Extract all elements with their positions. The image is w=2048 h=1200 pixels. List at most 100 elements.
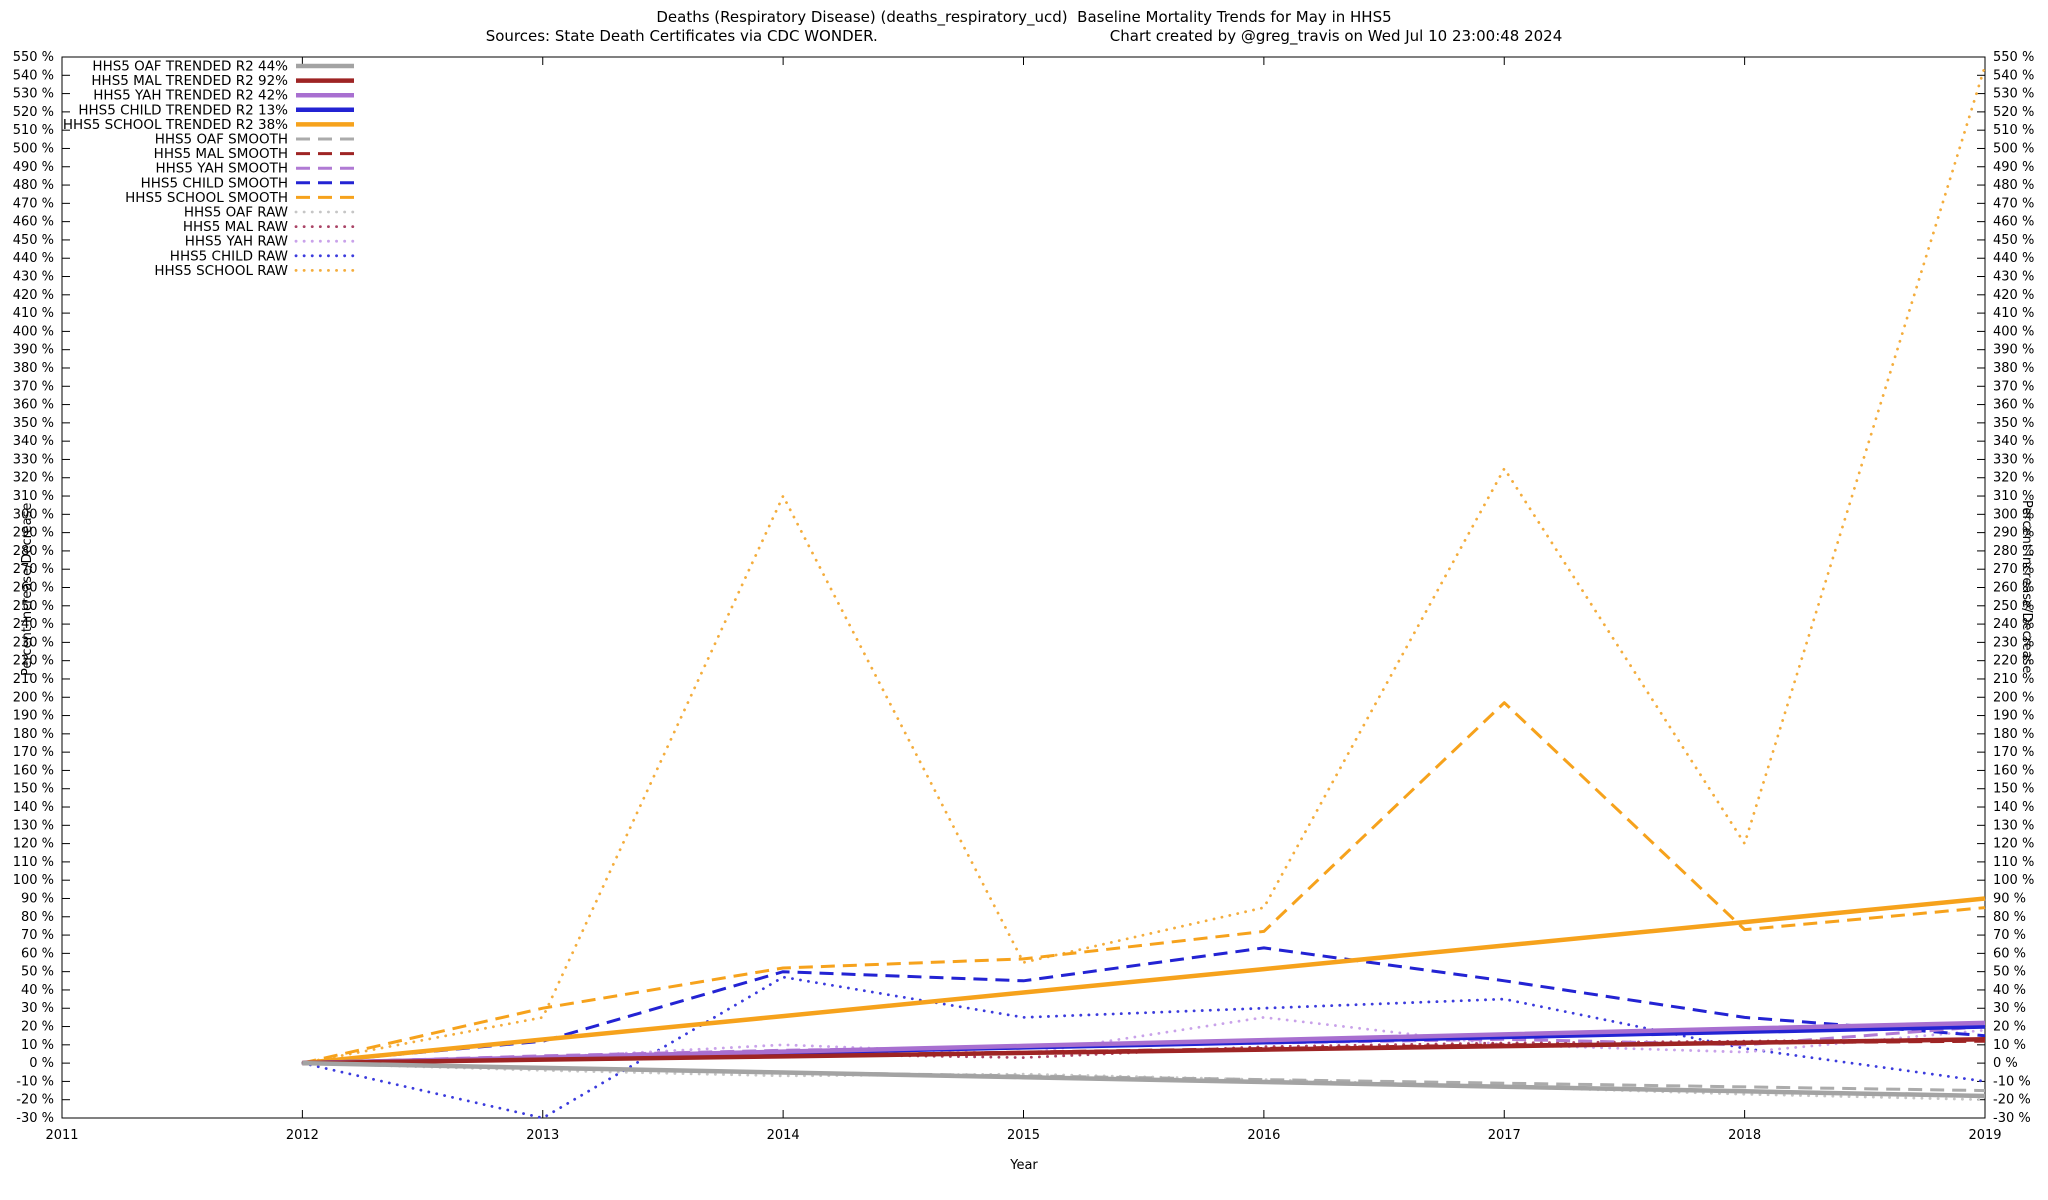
- y-tick-label-left: 380 %: [13, 361, 54, 376]
- y-tick-label-left: 140 %: [13, 800, 54, 815]
- x-tick-label: 2019: [1968, 1128, 2001, 1143]
- y-tick-label-right: 240 %: [1993, 617, 2034, 632]
- y-tick-label-left: 450 %: [13, 233, 54, 248]
- y-tick-label-left: 250 %: [13, 599, 54, 614]
- y-tick-label-right: -30 %: [1993, 1111, 2031, 1126]
- x-tick-label: 2015: [1007, 1128, 1040, 1143]
- y-tick-label-right: 450 %: [1993, 233, 2034, 248]
- y-tick-label-left: 10 %: [21, 1038, 54, 1053]
- y-tick-label-left: 350 %: [13, 416, 54, 431]
- y-tick-label-left: 280 %: [13, 544, 54, 559]
- legend-label-mal-raw: HHS5 MAL RAW: [183, 219, 288, 235]
- y-tick-label-left: 550 %: [13, 50, 54, 65]
- y-tick-label-right: 100 %: [1993, 873, 2034, 888]
- y-tick-label-right: 280 %: [1993, 544, 2034, 559]
- y-tick-label-right: 370 %: [1993, 379, 2034, 394]
- x-axis-ticks: 2011 2012 2013 2014 2015 2016 2017 2018 2019: [45, 57, 2002, 1143]
- y-tick-label-right: 360 %: [1993, 398, 2034, 413]
- y-tick-label-left: 500 %: [13, 141, 54, 156]
- x-tick-label: 2014: [767, 1128, 800, 1143]
- y-tick-label-left: 150 %: [13, 782, 54, 797]
- y-tick-label-left: 130 %: [13, 818, 54, 833]
- x-tick-label: 2017: [1488, 1128, 1521, 1143]
- y-tick-label-left: 70 %: [21, 928, 54, 943]
- series-school-smooth: [302, 701, 1986, 1065]
- chart-credit: Chart created by @greg_travis on Wed Jul…: [1109, 27, 1563, 45]
- y-tick-label-right: 490 %: [1993, 160, 2034, 175]
- y-tick-label-right: 480 %: [1993, 178, 2034, 193]
- y-tick-label-left: 170 %: [13, 745, 54, 760]
- y-tick-label-right: 460 %: [1993, 215, 2034, 230]
- legend-label-oaf-trended: HHS5 OAF TRENDED R2 44%: [92, 59, 288, 75]
- y-tick-label-right: 190 %: [1993, 709, 2034, 724]
- y-tick-label-right: 300 %: [1993, 507, 2034, 522]
- y-tick-label-right: 230 %: [1993, 635, 2034, 650]
- y-tick-label-left: 0 %: [29, 1056, 54, 1071]
- legend-label-yah-smooth: HHS5 YAH SMOOTH: [156, 161, 289, 177]
- legend-label-school-trended: HHS5 SCHOOL TRENDED R2 38%: [63, 117, 288, 133]
- y-tick-label-right: 130 %: [1993, 818, 2034, 833]
- y-tick-label-left: 390 %: [13, 343, 54, 358]
- y-tick-label-left: 290 %: [13, 526, 54, 541]
- y-tick-label-right: 310 %: [1993, 489, 2034, 504]
- y-tick-label-left: 220 %: [13, 654, 54, 669]
- y-tick-label-right: 330 %: [1993, 452, 2034, 467]
- y-tick-label-right: -20 %: [1993, 1093, 2031, 1108]
- legend-label-oaf-smooth: HHS5 OAF SMOOTH: [155, 132, 288, 148]
- legend-label-child-smooth: HHS5 CHILD SMOOTH: [141, 175, 288, 191]
- y-tick-label-left: 160 %: [13, 763, 54, 778]
- y-tick-label-left: 60 %: [21, 946, 54, 961]
- y-tick-label-left: 230 %: [13, 635, 54, 650]
- y-tick-label-right: 530 %: [1993, 87, 2034, 102]
- y-tick-label-right: 160 %: [1993, 763, 2034, 778]
- series-child-smooth: [302, 946, 1986, 1065]
- y-tick-label-left: 540 %: [13, 68, 54, 83]
- y-tick-label-right: 170 %: [1993, 745, 2034, 760]
- y-tick-label-right: 0 %: [1993, 1056, 2018, 1071]
- y-tick-label-right: 510 %: [1993, 123, 2034, 138]
- chart-sources: Sources: State Death Certificates via CD…: [485, 27, 878, 45]
- series-school-trended: [302, 896, 1986, 1066]
- y-tick-label-left: 430 %: [13, 270, 54, 285]
- y-tick-label-right: 40 %: [1993, 983, 2026, 998]
- y-tick-label-left: 180 %: [13, 727, 54, 742]
- y-tick-label-left: 520 %: [13, 105, 54, 120]
- y-tick-label-left: 20 %: [21, 1020, 54, 1035]
- y-tick-label-left: 270 %: [13, 562, 54, 577]
- y-tick-label-left: 360 %: [13, 398, 54, 413]
- y-tick-label-right: 200 %: [1993, 690, 2034, 705]
- y-tick-label-left: 210 %: [13, 672, 54, 687]
- y-tick-label-left: 240 %: [13, 617, 54, 632]
- y-tick-label-right: -10 %: [1993, 1074, 2031, 1089]
- y-tick-label-right: 520 %: [1993, 105, 2034, 120]
- y-tick-label-right: 390 %: [1993, 343, 2034, 358]
- y-tick-label-left: 490 %: [13, 160, 54, 175]
- y-tick-label-right: 260 %: [1993, 581, 2034, 596]
- legend-label-child-trended: HHS5 CHILD TRENDED R2 13%: [78, 102, 288, 118]
- legend-label-mal-trended: HHS5 MAL TRENDED R2 92%: [91, 73, 288, 89]
- y-tick-label-right: 60 %: [1993, 946, 2026, 961]
- y-tick-label-right: 380 %: [1993, 361, 2034, 376]
- legend-label-child-raw: HHS5 CHILD RAW: [170, 248, 288, 264]
- y-tick-label-right: 180 %: [1993, 727, 2034, 742]
- y-tick-label-left: 340 %: [13, 434, 54, 449]
- y-tick-label-right: 90 %: [1993, 891, 2026, 906]
- y-tick-label-right: 30 %: [1993, 1001, 2026, 1016]
- y-tick-label-left: 110 %: [13, 855, 54, 870]
- x-tick-label: 2016: [1247, 1128, 1280, 1143]
- y-tick-label-left: 400 %: [13, 324, 54, 339]
- y-tick-label-right: 440 %: [1993, 251, 2034, 266]
- y-tick-label-right: 340 %: [1993, 434, 2034, 449]
- y-tick-label-left: 480 %: [13, 178, 54, 193]
- series-mal-trended: [302, 1037, 1986, 1066]
- y-tick-label-right: 400 %: [1993, 324, 2034, 339]
- y-tick-label-right: 20 %: [1993, 1020, 2026, 1035]
- chart-title: Deaths (Respiratory Disease) (deaths_res…: [656, 8, 1392, 26]
- series-oaf-trended: [302, 1060, 1986, 1099]
- y-tick-label-right: 290 %: [1993, 526, 2034, 541]
- y-tick-label-right: 350 %: [1993, 416, 2034, 431]
- y-tick-label-left: 260 %: [13, 581, 54, 596]
- y-tick-label-right: 10 %: [1993, 1038, 2026, 1053]
